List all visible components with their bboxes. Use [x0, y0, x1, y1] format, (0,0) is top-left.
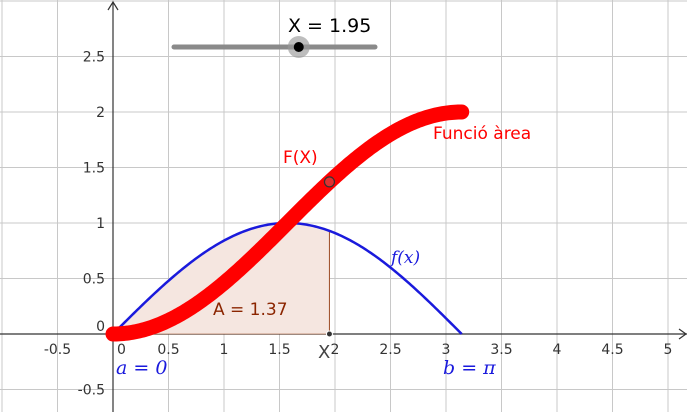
x-tick-label: -0.5 — [44, 342, 71, 358]
X-point[interactable] — [325, 330, 333, 338]
area-function-label: Funció àrea — [433, 124, 531, 144]
lower-bound-label: a = 0 — [116, 357, 167, 379]
f-curve-label: f(x) — [389, 248, 420, 268]
x-tick-label: 1 — [220, 342, 229, 358]
x-slider[interactable]: X = 1.95 — [171, 15, 378, 58]
area-value-label: A = 1.37 — [213, 300, 288, 320]
y-tick-label: 1.5 — [83, 161, 105, 177]
tick-labels: -0.5 0 0.5 1 1.5 2 2.5 3 3.5 4 4.5 5 -0.5 0.5 1 1.5 2 2.5… — [44, 50, 673, 399]
y-tick-label: 0 — [96, 319, 105, 335]
y-tick-label: 0.5 — [83, 272, 105, 288]
F-point[interactable] — [323, 176, 336, 188]
x-tick-label: 0 — [117, 342, 126, 358]
x-tick-label: 1.5 — [268, 342, 290, 358]
slider-label: X = 1.95 — [288, 15, 371, 37]
X-point-label: X — [318, 342, 330, 363]
y-tick-label: -0.5 — [78, 383, 105, 399]
x-tick-label: 5 — [664, 342, 673, 358]
area-function-curve — [105, 104, 470, 342]
y-tick-label: 2.5 — [83, 50, 105, 66]
x-tick-label: 4 — [553, 342, 562, 358]
x-tick-label: 0.5 — [157, 342, 179, 358]
y-axis-arrow — [107, 0, 119, 11]
slider-handle[interactable] — [293, 42, 304, 52]
y-tick-label: 2 — [96, 105, 105, 121]
x-axis-arrow — [678, 328, 687, 340]
upper-bound-label: b = π — [443, 357, 496, 379]
x-tick-label: 4.5 — [601, 342, 623, 358]
y-tick-label: 1 — [96, 216, 105, 232]
x-tick-label: 2 — [331, 342, 340, 358]
x-tick-label: 3 — [442, 342, 451, 358]
x-tick-label: 3.5 — [490, 342, 512, 358]
x-tick-label: 2.5 — [379, 342, 401, 358]
F-point-label: F(X) — [283, 148, 318, 168]
